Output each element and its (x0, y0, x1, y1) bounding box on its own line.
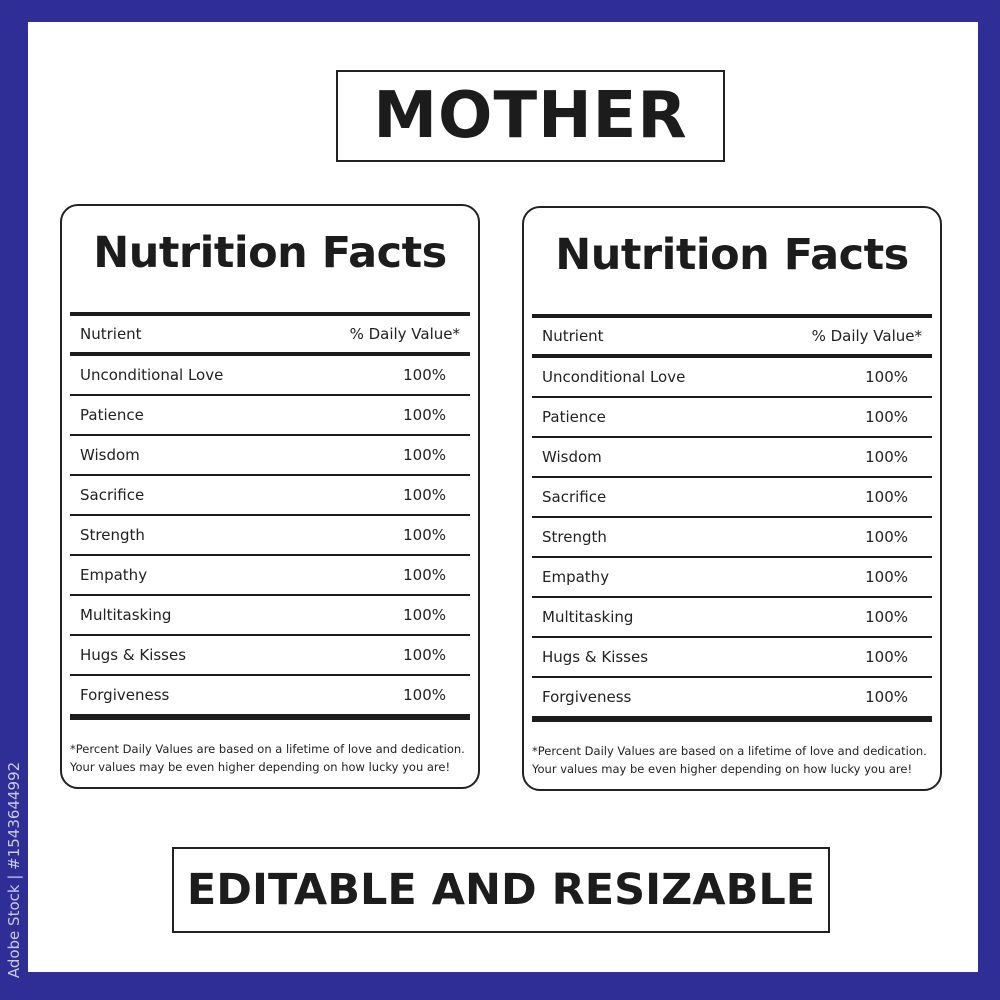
nutrient-value: 100% (403, 526, 446, 544)
footnote-line: Your values may be even higher depending… (532, 762, 913, 776)
nutrient-value: 100% (403, 406, 446, 424)
stock-id-watermark: Adobe Stock | #1543644992 (2, 750, 26, 990)
nutrient-table: Nutrient % Daily Value* Unconditional Love… (70, 312, 470, 720)
col-nutrient: Nutrient (80, 325, 142, 343)
nutrient-name: Sacrifice (542, 488, 607, 506)
nutrient-value: 100% (865, 608, 908, 626)
nutrient-name: Strength (542, 528, 607, 546)
nutrient-value: 100% (403, 686, 446, 704)
table-row: Forgiveness 100% (70, 676, 470, 716)
nutrient-name: Patience (542, 408, 606, 426)
nutrient-value: 100% (865, 568, 908, 586)
nutrient-value: 100% (403, 606, 446, 624)
nutrient-name: Hugs & Kisses (80, 646, 187, 664)
nutrient-name: Unconditional Love (80, 366, 224, 384)
footnote-line: *Percent Daily Values are based on a lif… (70, 742, 465, 756)
footer-banner-box: EDITABLE AND RESIZABLE (172, 847, 830, 933)
nutrient-value: 100% (865, 408, 908, 426)
nutrition-label-left: Nutrition Facts Nutrient % Daily Value* Unc… (60, 204, 480, 789)
nutrient-value: 100% (403, 486, 446, 504)
table-row: Multitasking 100% (70, 596, 470, 636)
thick-rule (70, 716, 470, 720)
label-heading: Nutrition Facts (555, 230, 909, 280)
table-row: Empathy 100% (70, 556, 470, 596)
table-row: Empathy 100% (532, 558, 932, 598)
nutrient-value: 100% (865, 448, 908, 466)
thick-rule (70, 352, 470, 356)
nutrient-value: 100% (865, 688, 908, 706)
col-nutrient: Nutrient (542, 327, 604, 345)
nutrient-name: Empathy (80, 566, 148, 584)
nutrient-value: 100% (403, 566, 446, 584)
table-row: Patience 100% (532, 398, 932, 438)
thick-rule (70, 312, 470, 316)
thick-rule (532, 354, 932, 358)
thick-rule (532, 718, 932, 722)
col-daily-value: % Daily Value* (349, 325, 460, 343)
nutrient-name: Wisdom (80, 446, 140, 464)
table-row: Unconditional Love 100% (70, 356, 470, 396)
artboard: MOTHER Nutrition Facts Nutrient % Daily Va… (28, 22, 978, 972)
table-header: Nutrient % Daily Value* (532, 318, 932, 354)
table-row: Wisdom 100% (70, 436, 470, 476)
table-row: Sacrifice 100% (70, 476, 470, 516)
nutrient-name: Wisdom (542, 448, 602, 466)
footnote-line: *Percent Daily Values are based on a lif… (532, 744, 927, 758)
nutrient-value: 100% (403, 446, 446, 464)
nutrient-name: Forgiveness (542, 688, 632, 706)
nutrient-name: Strength (80, 526, 145, 544)
title-box: MOTHER (336, 70, 725, 162)
table-row: Hugs & Kisses 100% (532, 638, 932, 678)
table-row: Unconditional Love 100% (532, 358, 932, 398)
table-row: Patience 100% (70, 396, 470, 436)
thick-rule (532, 314, 932, 318)
table-row: Wisdom 100% (532, 438, 932, 478)
table-header: Nutrient % Daily Value* (70, 316, 470, 352)
table-row: Forgiveness 100% (532, 678, 932, 718)
nutrient-value: 100% (865, 368, 908, 386)
nutrient-name: Multitasking (80, 606, 172, 624)
stock-id-text: Adobe Stock | #1543644992 (5, 761, 23, 979)
table-row: Strength 100% (70, 516, 470, 556)
nutrient-name: Hugs & Kisses (542, 648, 649, 666)
footer-banner: EDITABLE AND RESIZABLE (186, 865, 816, 915)
nutrient-value: 100% (865, 488, 908, 506)
table-row: Sacrifice 100% (532, 478, 932, 518)
nutrient-name: Multitasking (542, 608, 634, 626)
footnote-line: Your values may be even higher depending… (70, 760, 451, 774)
col-daily-value: % Daily Value* (811, 327, 922, 345)
nutrient-value: 100% (865, 648, 908, 666)
nutrient-value: 100% (865, 528, 908, 546)
nutrient-name: Patience (80, 406, 144, 424)
nutrient-value: 100% (403, 646, 446, 664)
table-row: Strength 100% (532, 518, 932, 558)
nutrient-name: Empathy (542, 568, 610, 586)
table-row: Hugs & Kisses 100% (70, 636, 470, 676)
table-row: Multitasking 100% (532, 598, 932, 638)
nutrient-name: Sacrifice (80, 486, 145, 504)
nutrient-name: Forgiveness (80, 686, 170, 704)
footnote: *Percent Daily Values are based on a lif… (532, 742, 936, 778)
footnote: *Percent Daily Values are based on a lif… (70, 740, 474, 776)
label-heading: Nutrition Facts (93, 228, 447, 278)
nutrient-name: Unconditional Love (542, 368, 686, 386)
nutrient-value: 100% (403, 366, 446, 384)
nutrient-table: Nutrient % Daily Value* Unconditional Love… (532, 314, 932, 722)
nutrition-label-right: Nutrition Facts Nutrient % Daily Value* Unc… (522, 206, 942, 791)
title: MOTHER (373, 79, 688, 153)
